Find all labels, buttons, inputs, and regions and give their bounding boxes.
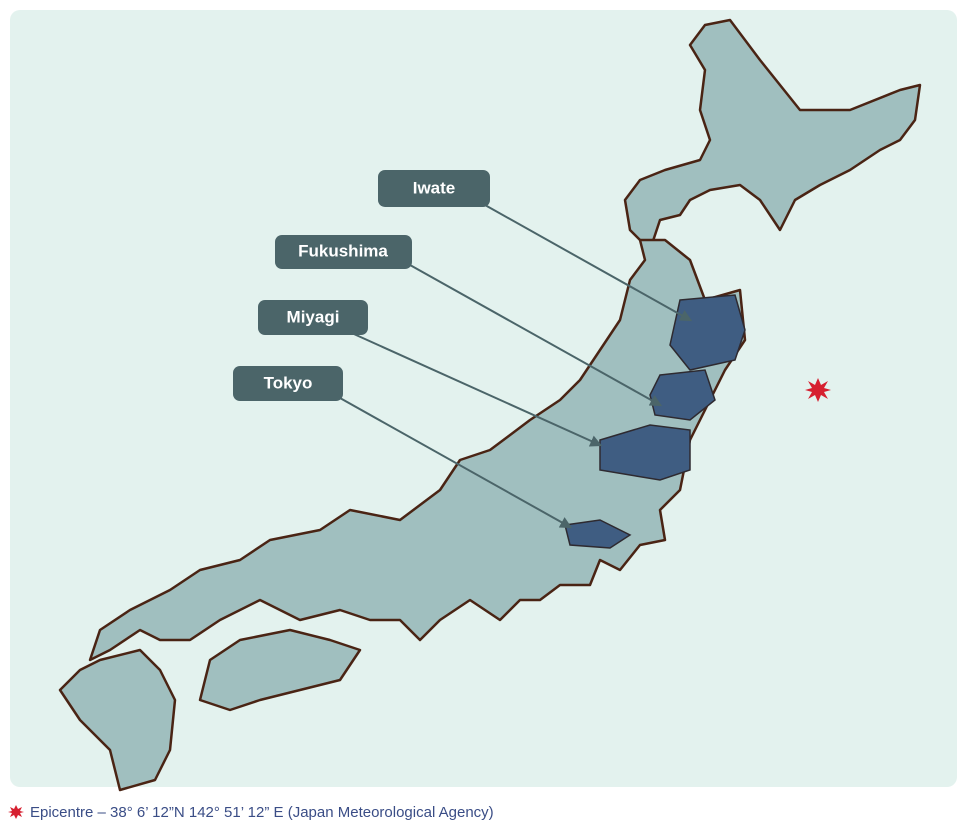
miyagi-region (649, 369, 716, 421)
leader-line (344, 329, 603, 447)
leader-line (484, 204, 693, 322)
caption: Epicentre – 38° 6’ 12”N 142° 51’ 12” E (… (30, 804, 494, 821)
label-box (378, 170, 490, 207)
legend-star (8, 805, 24, 819)
shikoku (198, 628, 362, 712)
kyushu (58, 648, 177, 792)
label-box (275, 235, 412, 269)
iwate-region (669, 294, 746, 371)
leader-line (409, 264, 663, 407)
region-label: Iwate (413, 178, 456, 197)
honshu (88, 238, 747, 662)
region-label: Tokyo (264, 373, 313, 392)
fukushima-region (599, 424, 691, 481)
hokkaido (623, 18, 922, 252)
tokyo-region (564, 519, 632, 549)
region-label: Miyagi (287, 307, 340, 326)
epicentre-star (805, 378, 831, 402)
region-label: Fukushima (298, 241, 388, 260)
leader-line (339, 397, 573, 529)
label-box (233, 366, 343, 401)
label-box (258, 300, 368, 335)
